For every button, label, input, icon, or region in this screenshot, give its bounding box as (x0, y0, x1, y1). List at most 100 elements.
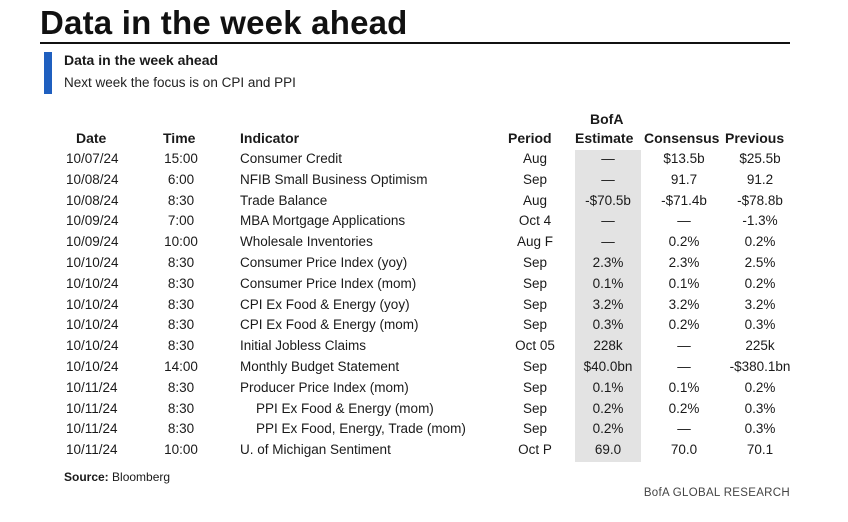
source-label: Source: (64, 470, 109, 484)
cell-estimate: $40.0bn (583, 358, 633, 374)
cell-date: 10/11/24 (66, 400, 118, 416)
table-row: 10/10/24 8:30 Consumer Price Index (yoy) Se… (0, 254, 848, 275)
cell-previous: -1.3% (742, 213, 778, 229)
cell-previous: 0.2% (744, 234, 776, 250)
cell-indicator: Consumer Credit (240, 151, 343, 166)
cell-period: Sep (522, 275, 548, 291)
header-date: Date (76, 130, 107, 146)
cell-time: 8:30 (167, 400, 195, 416)
cell-consensus: 0.1% (668, 379, 700, 395)
header-indicator: Indicator (240, 130, 300, 146)
cell-estimate: — (601, 234, 615, 250)
cell-previous: 0.2% (744, 275, 776, 291)
cell-estimate: 0.2% (592, 400, 624, 416)
header-estimate: Estimate (575, 130, 634, 146)
table-description: Next week the focus is on CPI and PPI (64, 75, 296, 90)
table-row: 10/08/24 6:00 NFIB Small Business Optimism… (0, 171, 848, 192)
cell-date: 10/10/24 (66, 254, 119, 270)
cell-period: Sep (522, 400, 548, 416)
cell-date: 10/10/24 (66, 317, 119, 333)
cell-indicator: Producer Price Index (mom) (240, 379, 409, 395)
cell-time: 15:00 (164, 151, 198, 166)
cell-time: 10:00 (164, 442, 198, 458)
cell-date: 10/09/24 (66, 213, 119, 229)
cell-consensus: 2.3% (668, 254, 700, 270)
cell-period: Sep (522, 254, 548, 270)
cell-estimate: -$70.5b (585, 192, 631, 208)
cell-time: 8:30 (167, 192, 195, 208)
cell-date: 10/10/24 (66, 338, 119, 354)
cell-indicator: PPI Ex Food, Energy, Trade (mom) (256, 421, 466, 437)
cell-previous: -$78.8b (737, 192, 783, 208)
cell-consensus: -$71.4b (661, 192, 707, 208)
cell-indicator: Consumer Price Index (yoy) (240, 254, 408, 270)
cell-period: Sep (522, 379, 548, 395)
cell-previous: 91.2 (746, 171, 774, 187)
cell-estimate: — (601, 171, 615, 187)
cell-time: 8:30 (167, 275, 195, 291)
table-row: 10/07/24 15:00 Consumer Credit Aug — $13.5b $2… (0, 150, 848, 171)
cell-indicator: Trade Balance (240, 192, 328, 208)
cell-consensus: 0.2% (668, 234, 700, 250)
cell-indicator: CPI Ex Food & Energy (yoy) (240, 296, 410, 312)
cell-time: 8:30 (167, 379, 195, 395)
cell-indicator: Consumer Price Index (mom) (240, 275, 417, 291)
cell-previous: $25.5b (739, 151, 781, 166)
cell-indicator: NFIB Small Business Optimism (240, 171, 428, 187)
cell-period: Aug (522, 151, 548, 166)
cell-estimate: 3.2% (592, 296, 624, 312)
cell-indicator: Wholesale Inventories (240, 234, 373, 250)
accent-bar (44, 52, 52, 94)
cell-consensus: — (677, 213, 691, 229)
cell-previous: 0.3% (744, 421, 776, 437)
cell-estimate: 228k (593, 338, 623, 354)
table-row: 10/08/24 8:30 Trade Balance Aug -$70.5b -$71.… (0, 192, 848, 213)
cell-previous: 0.2% (744, 379, 776, 395)
cell-date: 10/10/24 (66, 296, 119, 312)
cell-indicator: MBA Mortgage Applications (240, 213, 406, 229)
cell-time: 10:00 (164, 234, 198, 250)
cell-previous: 0.3% (744, 317, 776, 333)
cell-time: 8:30 (167, 296, 195, 312)
cell-consensus: — (677, 358, 691, 374)
table-row: 10/10/24 8:30 Initial Jobless Claims Oct 05… (0, 337, 848, 358)
cell-estimate: 69.0 (594, 442, 622, 458)
cell-period: Sep (522, 421, 548, 437)
table-row: 10/11/24 8:30 PPI Ex Food, Energy, Trade (… (0, 420, 848, 441)
cell-consensus: 0.2% (668, 317, 700, 333)
cell-period: Oct 05 (515, 338, 555, 354)
cell-period: Sep (522, 171, 548, 187)
cell-date: 10/07/24 (66, 151, 119, 166)
cell-consensus: 3.2% (668, 296, 700, 312)
cell-estimate: — (601, 213, 615, 229)
estimate-column-shading (575, 150, 641, 462)
cell-indicator: Initial Jobless Claims (240, 338, 367, 354)
cell-date: 10/10/24 (66, 275, 119, 291)
data-table-body: 10/07/24 15:00 Consumer Credit Aug — $13.5b $2… (0, 150, 848, 462)
cell-estimate: 0.1% (592, 275, 624, 291)
page-title: Data in the week ahead (40, 4, 408, 41)
cell-date: 10/08/24 (66, 192, 119, 208)
cell-estimate: 0.2% (592, 421, 624, 437)
table-row: 10/11/24 8:30 Producer Price Index (mom) Se… (0, 379, 848, 400)
table-row: 10/11/24 10:00 U. of Michigan Sentiment Oct… (0, 441, 848, 462)
table-row: 10/10/24 8:30 Consumer Price Index (mom) Se… (0, 275, 848, 296)
header-previous: Previous (725, 130, 785, 146)
cell-period: Aug F (516, 234, 554, 250)
cell-previous: 0.3% (744, 400, 776, 416)
cell-previous: 225k (745, 338, 775, 354)
title-divider (40, 42, 790, 44)
cell-period: Sep (522, 296, 548, 312)
cell-indicator: CPI Ex Food & Energy (mom) (240, 317, 419, 333)
table-row: 10/10/24 8:30 CPI Ex Food & Energy (mom) Se… (0, 316, 848, 337)
cell-period: Sep (522, 317, 548, 333)
cell-time: 8:30 (167, 421, 195, 437)
cell-previous: 3.2% (744, 296, 776, 312)
header-estimate-top: BofA (590, 111, 624, 127)
cell-estimate: 2.3% (592, 254, 624, 270)
cell-period: Oct P (518, 442, 552, 458)
table-title: Data in the week ahead (64, 52, 219, 68)
cell-indicator: PPI Ex Food & Energy (mom) (256, 400, 434, 416)
cell-estimate: — (601, 151, 615, 166)
cell-date: 10/11/24 (66, 379, 118, 395)
